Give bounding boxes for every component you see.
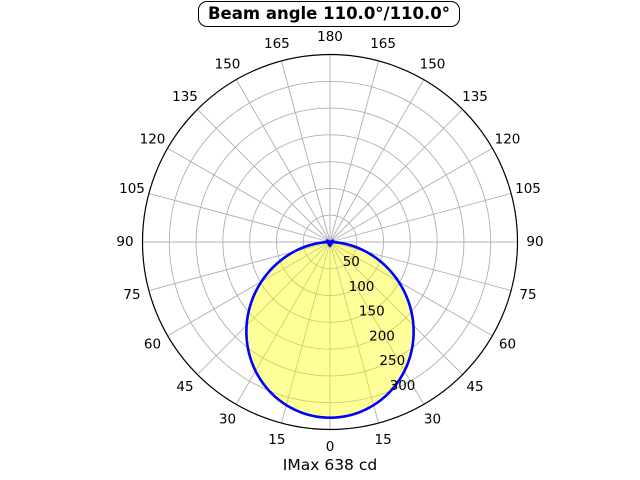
r-tick-label: 250 [379,353,405,369]
theta-tick-label: 75 [123,287,140,303]
theta-tick-label: 45 [176,379,193,395]
theta-tick-label: 165 [370,36,396,52]
theta-tick-label: 135 [462,89,488,105]
theta-spoke [281,60,331,243]
theta-spoke [329,241,425,405]
theta-tick-label: 75 [519,287,536,303]
theta-tick-label: 60 [144,337,161,353]
r-tick-label: 100 [349,279,375,295]
theta-tick-label: 105 [515,181,541,197]
theta-tick-label: 105 [119,181,145,197]
theta-tick-label: 90 [116,234,133,250]
theta-spoke [148,193,331,243]
r-tick-label: 300 [390,378,416,394]
theta-tick-label: 30 [424,412,441,428]
theta-tick-label: 0 [326,439,335,455]
theta-spoke [329,193,512,243]
r-tick-label: 50 [343,254,360,270]
chart-title-box: Beam angle 110.0°/110.0° [197,1,461,27]
beam-curve [245,239,415,420]
theta-spoke [329,241,493,337]
theta-tick-label: 135 [172,89,198,105]
theta-tick-label: 15 [375,432,392,448]
theta-tick-label: 165 [264,36,290,52]
theta-spoke [329,79,425,243]
theta-tick-label: 150 [215,57,241,73]
theta-spoke [167,241,331,337]
theta-tick-label: 90 [526,234,543,250]
r-tick-label: 150 [359,304,385,320]
theta-spoke [235,79,331,243]
r-tick-label: 200 [369,329,395,345]
theta-spoke [281,241,331,424]
theta-tick-label: 30 [219,412,236,428]
polar-outline [141,53,519,431]
theta-tick-label: 45 [466,379,483,395]
theta-spoke [329,147,493,243]
imax-caption: IMax 638 cd [282,456,378,474]
theta-tick-label: 150 [420,57,446,73]
theta-spoke [167,147,331,243]
theta-spoke [329,109,463,243]
theta-tick-label: 120 [140,132,166,148]
theta-spoke [329,241,463,375]
theta-tick-label: 15 [268,432,285,448]
theta-tick-label: 60 [499,337,516,353]
theta-spoke [197,241,331,375]
chart-title: Beam angle 110.0°/110.0° [207,4,451,23]
theta-spoke [235,241,331,405]
theta-spoke [197,109,331,243]
theta-spoke [329,60,379,243]
theta-tick-label: 120 [495,132,521,148]
theta-spoke [329,241,379,424]
theta-tick-label: 180 [317,29,343,45]
